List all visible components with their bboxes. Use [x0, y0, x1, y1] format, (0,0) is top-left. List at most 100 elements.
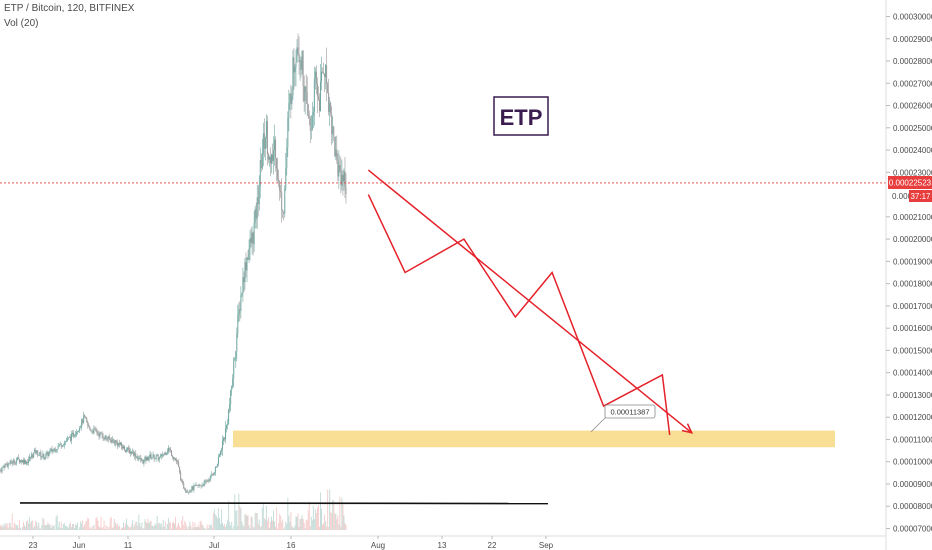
volume-bar [244, 514, 246, 530]
candle-body [230, 390, 232, 405]
candle-body [16, 457, 18, 461]
trend-arrowhead [681, 423, 694, 434]
volume-bar [175, 516, 177, 530]
candle-body [5, 463, 7, 465]
candle-body [297, 47, 299, 54]
projection-zigzag[interactable] [367, 194, 671, 436]
candle-body [106, 438, 108, 440]
volume-bar [6, 523, 8, 530]
volume-bar [309, 526, 311, 530]
candle-body [58, 444, 60, 446]
candle-body [91, 430, 93, 432]
candle-body [29, 456, 31, 460]
support-zone[interactable] [233, 430, 835, 448]
support-line[interactable] [19, 502, 549, 505]
volume-bar [23, 525, 25, 530]
candle-body [109, 438, 111, 440]
volume-bar [49, 524, 51, 530]
volume-bar [133, 527, 135, 530]
volume-bar [103, 520, 105, 530]
volume-bar [336, 519, 338, 530]
y-tick-label: 0.00018000 [893, 280, 932, 289]
candle-body [81, 419, 83, 428]
candle-body [100, 432, 102, 434]
candle-body [267, 153, 269, 160]
volume-bar [263, 518, 265, 530]
candle-body [153, 454, 155, 460]
candle-body [319, 81, 321, 112]
candle-body [180, 472, 182, 481]
volume-bar [208, 524, 210, 530]
candle-body [34, 449, 36, 453]
candle-body [223, 437, 225, 441]
volume-bar [111, 528, 113, 530]
candle-body [0, 470, 1, 472]
candle-body [174, 458, 176, 460]
volume-bar [264, 519, 266, 530]
volume-bar [302, 518, 304, 530]
candle-body [242, 277, 244, 293]
y-tick-label: 0.00021000 [893, 213, 932, 222]
candle-body [8, 463, 10, 465]
volume-bar [1, 527, 3, 530]
candle-body [148, 458, 150, 461]
volume-bar [243, 526, 245, 530]
volume-bar [191, 528, 193, 530]
candle-body [117, 443, 119, 446]
candle-body [248, 248, 250, 260]
volume-bar [91, 529, 93, 530]
candle-body [331, 113, 333, 135]
candle-body [312, 111, 314, 116]
candle-body [124, 446, 126, 451]
volume-bar [86, 520, 88, 530]
volume-bar [230, 525, 232, 530]
time-axis[interactable]: 23 Jun 11 Jul 16 Aug 13 22 Sep [29, 536, 554, 550]
candle-body [191, 486, 193, 491]
candle-body [114, 440, 116, 444]
volume-bar [81, 523, 83, 530]
candle-body [134, 453, 136, 457]
candle-body [340, 170, 342, 186]
volume-bar [301, 515, 303, 530]
candle-body [243, 277, 245, 283]
y-tick-label: 0.00029000 [893, 35, 932, 44]
candle-body [283, 211, 285, 214]
candle-body [290, 93, 292, 105]
volume-bar [55, 516, 57, 530]
volume-bar [0, 524, 2, 530]
candle-body [138, 458, 140, 460]
volume-bar [95, 518, 97, 530]
price-callout[interactable]: 0.00011387 [590, 404, 656, 433]
candle-body [345, 186, 347, 194]
partial-tick-label: 0.0002 [892, 192, 917, 201]
volume-bar [142, 528, 144, 530]
candle-body [50, 449, 52, 451]
etp-label-box[interactable]: ETP [493, 96, 549, 136]
volume-bar [299, 518, 301, 530]
volume-bar [115, 524, 117, 530]
volume-bar [286, 524, 288, 530]
candle-body [285, 167, 287, 189]
volume-bar [14, 524, 16, 530]
candle-body [20, 460, 22, 462]
candle-body [26, 462, 28, 464]
candle-body [258, 186, 260, 205]
candle-body [231, 386, 233, 391]
volume-bar [282, 519, 284, 530]
volume-bar [131, 524, 133, 530]
trend-line[interactable] [367, 169, 693, 434]
candle-body [211, 474, 213, 476]
price-axis[interactable]: 0.00030000 0.00029000 0.00028000 0.00027000… [885, 0, 932, 550]
candle-body [222, 440, 224, 450]
candle-body [152, 454, 154, 458]
candle-body [313, 78, 315, 112]
volume-bar [85, 521, 87, 530]
volume-bar [298, 526, 300, 530]
candle-body [157, 455, 159, 461]
volume-bar [342, 504, 344, 530]
volume-bar [241, 521, 243, 530]
candle-body [60, 444, 62, 448]
x-tick-label: Jun [73, 541, 86, 550]
candle-body [227, 423, 229, 425]
